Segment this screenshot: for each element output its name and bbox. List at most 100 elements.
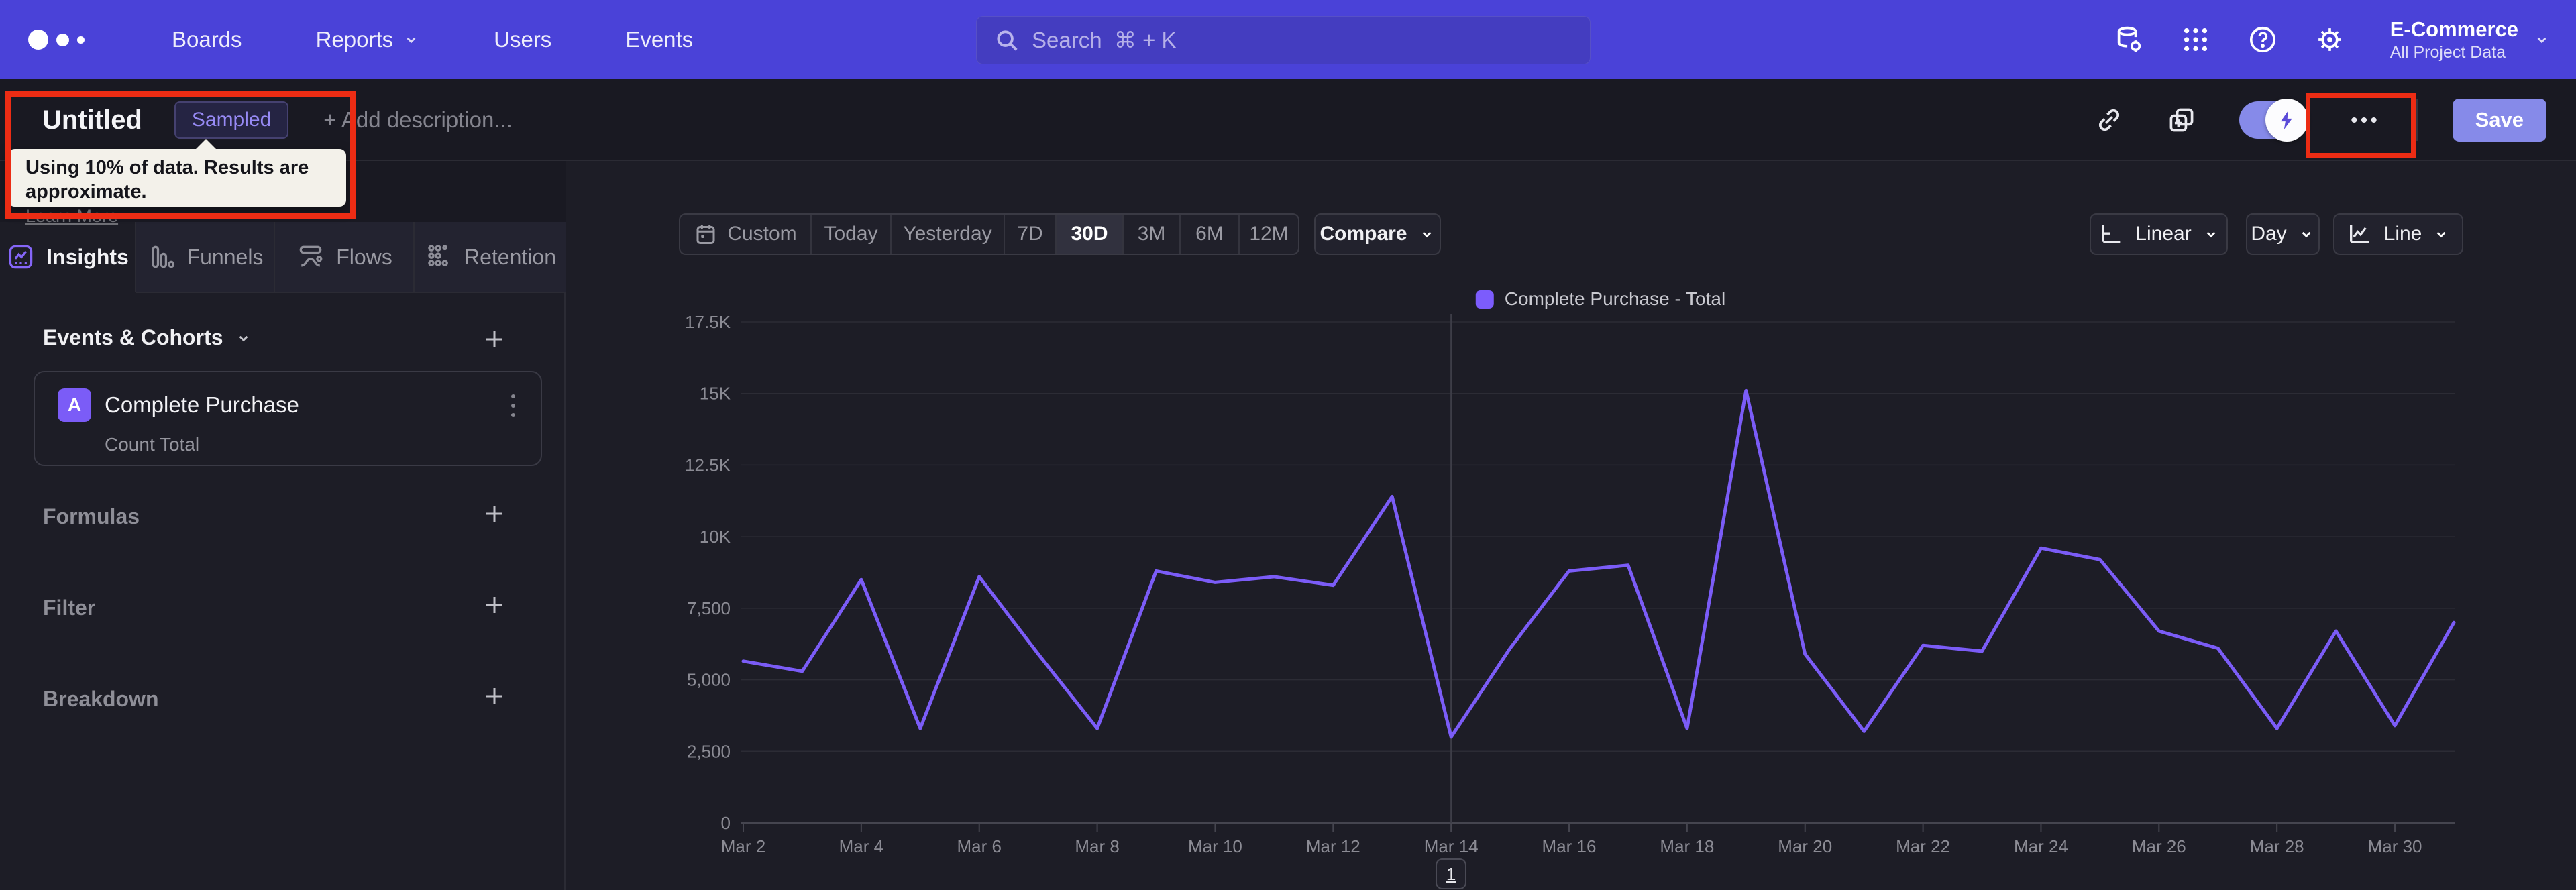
event-letter-badge: A xyxy=(58,388,91,422)
svg-text:Mar 2: Mar 2 xyxy=(721,836,765,856)
tab-retention[interactable]: Retention xyxy=(415,222,566,292)
insights-icon xyxy=(9,245,33,269)
svg-text:Mar 10: Mar 10 xyxy=(1188,836,1242,856)
svg-text:Mar 26: Mar 26 xyxy=(2132,836,2186,856)
axis-scale-icon xyxy=(2102,225,2121,243)
project-name: E-Commerce xyxy=(2390,17,2518,41)
project-scope: All Project Data xyxy=(2390,43,2506,62)
query-sidebar: Insights Funnels Flows Retention Events … xyxy=(0,161,566,890)
granularity-select[interactable]: Day xyxy=(2246,213,2320,255)
range-today[interactable]: Today xyxy=(810,215,890,254)
svg-text:Mar 28: Mar 28 xyxy=(2250,836,2304,856)
sampling-toggle[interactable] xyxy=(2239,99,2308,142)
svg-text:2,500: 2,500 xyxy=(687,741,731,761)
range-7d[interactable]: 7D xyxy=(1004,215,1055,254)
svg-text:Mar 8: Mar 8 xyxy=(1075,836,1119,856)
calendar-icon xyxy=(696,225,715,244)
learn-more-link[interactable]: Learn More xyxy=(25,205,119,226)
svg-text:Mar 6: Mar 6 xyxy=(957,836,1001,856)
sampled-badge[interactable]: Sampled xyxy=(174,101,289,139)
svg-text:Mar 18: Mar 18 xyxy=(1660,836,1714,856)
chevron-down-icon xyxy=(239,335,248,341)
svg-text:15K: 15K xyxy=(700,384,731,404)
section-breakdown: Breakdown xyxy=(43,687,159,711)
add-event-button[interactable] xyxy=(482,327,506,351)
event-title: Complete Purchase xyxy=(105,392,299,417)
nav-item-users[interactable]: Users xyxy=(494,27,552,52)
svg-text:Mar 22: Mar 22 xyxy=(1896,836,1950,856)
report-type-tabs: Insights Funnels Flows Retention xyxy=(0,222,566,293)
add-description-button[interactable]: + Add description... xyxy=(323,107,513,132)
svg-text:5,000: 5,000 xyxy=(687,670,731,690)
tooltip-text: Using 10% of data. Results are approxima… xyxy=(25,157,309,203)
range-30d[interactable]: 30D xyxy=(1055,215,1122,254)
chevron-down-icon xyxy=(407,37,416,44)
events-cohorts-header[interactable]: Events & Cohorts xyxy=(43,325,252,350)
project-selector[interactable]: E-Commerce All Project Data xyxy=(2390,17,2551,63)
section-filter: Filter xyxy=(43,596,96,620)
svg-text:17.5K: 17.5K xyxy=(685,312,731,332)
flows-icon xyxy=(299,245,323,267)
add-breakdown-button[interactable] xyxy=(482,684,506,708)
chart-type-select[interactable]: Line xyxy=(2333,213,2463,255)
top-nav: Boards Reports Users Events xyxy=(0,0,2576,79)
plus-icon xyxy=(486,597,502,613)
date-range-control: Custom Today Yesterday 7D 30D 3M 6M 12M xyxy=(679,213,1299,255)
nav-item-boards[interactable]: Boards xyxy=(172,27,242,52)
plus-icon xyxy=(486,688,502,704)
scale-select[interactable]: Linear xyxy=(2090,213,2228,255)
range-6m[interactable]: 6M xyxy=(1179,215,1238,254)
add-to-board-icon[interactable] xyxy=(2167,105,2196,135)
add-formula-button[interactable] xyxy=(482,502,506,526)
legend-swatch xyxy=(1475,290,1494,309)
svg-text:7,500: 7,500 xyxy=(687,598,731,618)
global-search[interactable] xyxy=(976,16,1591,64)
plus-icon xyxy=(486,331,502,347)
svg-text:0: 0 xyxy=(721,813,731,833)
svg-text:Mar 30: Mar 30 xyxy=(2368,836,2422,856)
tab-flows[interactable]: Flows xyxy=(275,222,415,292)
chart-panel: Custom Today Yesterday 7D 30D 3M 6M 12M … xyxy=(566,161,2576,890)
chart-legend[interactable]: Complete Purchase - Total xyxy=(1475,288,1725,310)
range-custom[interactable]: Custom xyxy=(680,215,810,254)
range-yesterday[interactable]: Yesterday xyxy=(890,215,1004,254)
toggle-knob xyxy=(2265,99,2308,142)
mixpanel-logo-icon[interactable] xyxy=(28,30,85,50)
event-aggregation[interactable]: Count Total xyxy=(105,434,200,455)
tab-funnels[interactable]: Funnels xyxy=(136,222,275,292)
kebab-menu-icon[interactable] xyxy=(508,392,518,419)
report-title[interactable]: Untitled xyxy=(42,105,142,135)
retention-icon xyxy=(428,245,448,266)
add-filter-button[interactable] xyxy=(482,593,506,617)
compare-button[interactable]: Compare xyxy=(1314,213,1441,255)
annotation-marker[interactable]: 1 xyxy=(1436,858,1467,889)
line-chart-icon xyxy=(2349,225,2369,243)
save-button[interactable]: Save xyxy=(2452,99,2546,142)
line-chart[interactable]: 17.5K 15K 12.5K 10K 7,500 5,000 2,500 0 Mar 2 Mar… xyxy=(566,295,2576,890)
search-icon xyxy=(997,30,1018,51)
copy-link-icon[interactable] xyxy=(2094,105,2124,135)
settings-gear-icon[interactable] xyxy=(2314,23,2346,56)
nav-item-events[interactable]: Events xyxy=(625,27,694,52)
range-12m[interactable]: 12M xyxy=(1238,215,1298,254)
svg-text:Mar 14: Mar 14 xyxy=(1424,836,1479,856)
section-formulas: Formulas xyxy=(43,504,140,529)
range-3m[interactable]: 3M xyxy=(1122,215,1179,254)
svg-text:Mar 20: Mar 20 xyxy=(1778,836,1832,856)
divider xyxy=(2416,99,2418,141)
report-title-bar: Untitled Sampled + Add description... Sa… xyxy=(0,79,2576,161)
nav-item-reports[interactable]: Reports xyxy=(316,27,421,52)
funnels-icon xyxy=(152,245,174,268)
chevron-down-icon xyxy=(2537,37,2546,44)
data-management-icon[interactable] xyxy=(2112,23,2145,56)
svg-text:Mar 16: Mar 16 xyxy=(1542,836,1597,856)
search-input[interactable] xyxy=(1032,27,1568,53)
svg-text:Mar 24: Mar 24 xyxy=(2014,836,2068,856)
event-card-complete-purchase[interactable]: A Complete Purchase Count Total xyxy=(34,371,542,466)
more-options-icon[interactable] xyxy=(2349,105,2379,135)
help-icon[interactable] xyxy=(2247,23,2279,56)
apps-grid-icon[interactable] xyxy=(2180,23,2212,56)
chevron-down-icon xyxy=(2206,231,2216,238)
tab-insights[interactable]: Insights xyxy=(0,222,136,293)
